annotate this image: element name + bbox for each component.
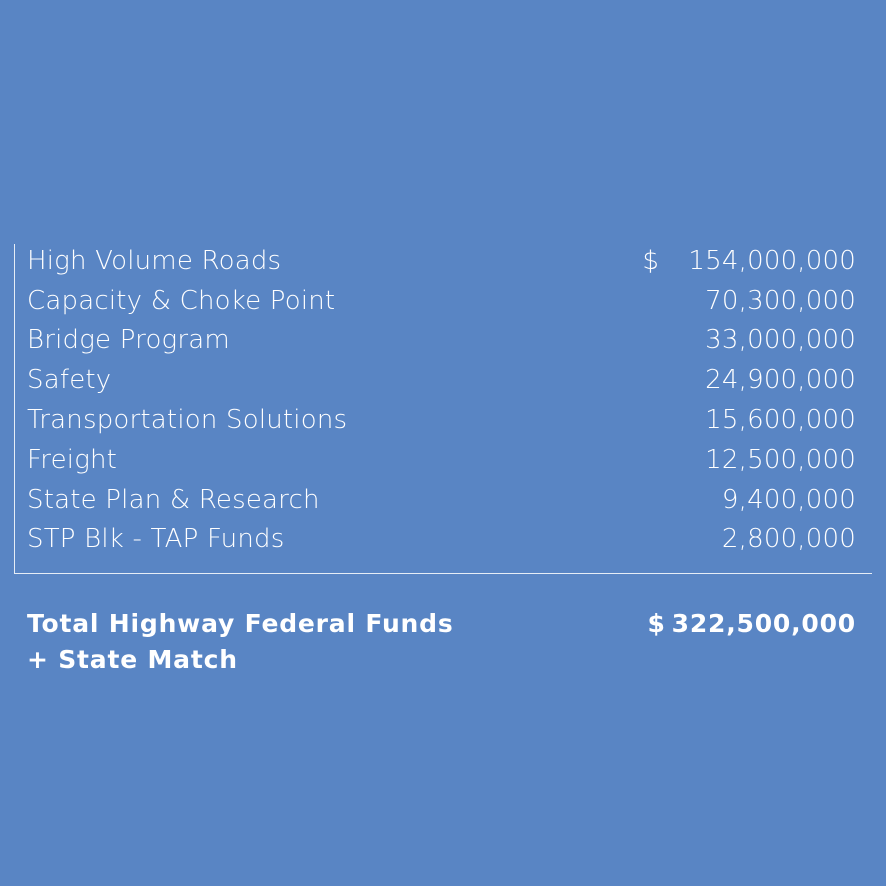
row-amount-cell: 9,400,000: [676, 485, 856, 515]
table-row: Safety 24,900,000: [27, 360, 856, 400]
table-row: State Plan & Research 9,400,000: [27, 480, 856, 520]
table-row: Freight 12,500,000: [27, 440, 856, 480]
table-row: STP Blk - TAP Funds 2,800,000: [27, 520, 856, 560]
row-amount: 154,000,000: [688, 245, 856, 276]
row-label: STP Blk - TAP Funds: [27, 524, 285, 555]
row-amount-cell: 24,900,000: [659, 365, 856, 395]
row-amount: 2,800,000: [721, 524, 856, 555]
row-amount: 70,300,000: [705, 285, 856, 316]
total-label-line1: Total Highway Federal Funds: [27, 609, 454, 638]
row-amount-cell: 33,000,000: [659, 325, 856, 355]
row-amount-cell: 70,300,000: [659, 286, 856, 316]
row-amount-cell: 15,600,000: [659, 405, 856, 435]
row-amount: 15,600,000: [705, 405, 856, 436]
row-label: Freight: [27, 444, 118, 475]
currency-symbol: $: [642, 245, 660, 276]
table-row: High Volume Roads $ 154,000,000: [27, 241, 856, 281]
row-amount: 33,000,000: [705, 325, 856, 356]
table-row: Transportation Solutions 15,600,000: [27, 400, 856, 440]
total-currency-symbol: $: [647, 609, 666, 638]
row-label: High Volume Roads: [27, 245, 282, 276]
total-label: Total Highway Federal Funds + State Matc…: [27, 606, 454, 678]
table-frame: [14, 244, 872, 574]
row-label: Bridge Program: [27, 325, 230, 356]
funding-table: High Volume Roads $ 154,000,000 Capacity…: [27, 241, 856, 559]
row-label: Safety: [27, 365, 112, 396]
total-amount-cell: $322,500,000: [647, 606, 856, 678]
total-amount: 322,500,000: [671, 609, 856, 638]
row-amount: 9,400,000: [721, 484, 856, 515]
table-row: Bridge Program 33,000,000: [27, 321, 856, 361]
row-amount: 12,500,000: [705, 444, 856, 475]
row-amount-cell: 2,800,000: [676, 524, 856, 554]
row-amount-cell: 12,500,000: [659, 445, 856, 475]
row-amount: 24,900,000: [705, 365, 856, 396]
row-amount-cell: $ 154,000,000: [642, 246, 856, 276]
row-label: State Plan & Research: [27, 484, 320, 515]
total-row: Total Highway Federal Funds + State Matc…: [27, 606, 856, 678]
total-label-line2: + State Match: [27, 645, 238, 674]
row-label: Capacity & Choke Point: [27, 285, 336, 316]
table-row: Capacity & Choke Point 70,300,000: [27, 281, 856, 321]
row-label: Transportation Solutions: [27, 405, 348, 436]
